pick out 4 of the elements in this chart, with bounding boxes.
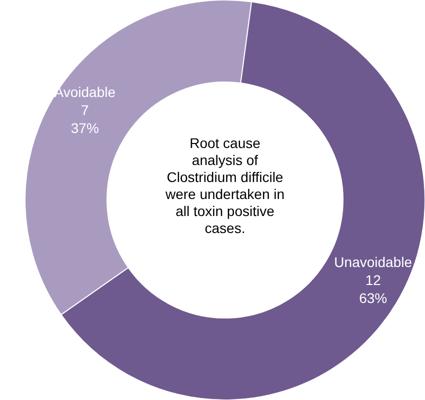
- text: Root cause analysis of Clostridium difficile were undertaken in all toxin positive cases.: [165, 135, 285, 237]
- slice-label: Unavoidable: [334, 254, 412, 270]
- data-label: 7 37%: [70, 102, 99, 136]
- data-label: 12 63%: [359, 272, 388, 306]
